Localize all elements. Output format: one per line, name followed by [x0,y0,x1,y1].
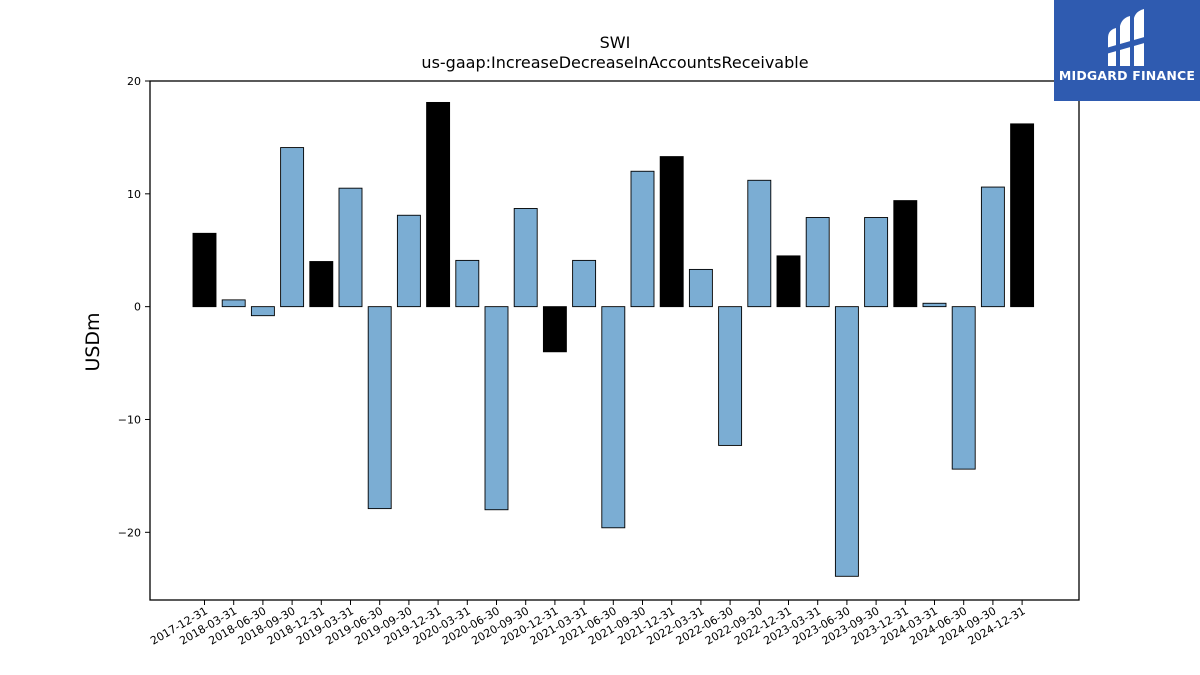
bar-2018-06-30 [250,306,275,317]
bar-2019-12-31 [426,101,451,308]
bar-2019-09-30 [396,214,421,308]
bar-2023-03-31 [805,217,830,308]
midgard-finance-logo: MIDGARD FINANCE [1054,0,1200,101]
bar-2020-06-30 [484,306,509,511]
bar-2023-06-30 [834,306,859,577]
bar-2022-06-30 [718,306,743,446]
y-axis-ticks: 20 10 0 −10 −20 [118,75,150,539]
bar-2024-03-31 [922,302,947,308]
midgard-logo-icon [1106,9,1148,66]
bar-2023-12-31 [893,200,918,308]
bar-2020-12-31 [542,306,567,353]
bar-2021-09-30 [630,170,655,308]
y-axis-label: USDm [82,312,104,371]
bar-2021-12-31 [659,156,684,308]
bar-2019-06-30 [367,306,392,510]
bar-2018-09-30 [280,147,305,308]
y-tick-label: 20 [127,75,141,88]
bar-2024-12-31 [1010,123,1035,308]
y-tick-label: −10 [118,413,141,426]
bar-2024-09-30 [980,186,1005,308]
y-tick-label: −20 [118,526,141,539]
bar-2021-03-31 [572,259,597,308]
bar-2021-06-30 [601,306,626,529]
y-tick-label: 0 [134,301,141,314]
logo-text: MIDGARD FINANCE [1058,68,1196,83]
bar-2018-03-31 [221,299,246,308]
bar-2020-09-30 [513,208,538,308]
bar-2022-09-30 [747,179,772,308]
bar-2019-03-31 [338,187,363,308]
bar-2022-03-31 [688,268,713,308]
bar-2020-03-31 [455,259,480,308]
y-tick-label: 10 [127,188,141,201]
bar-2017-12-31 [192,232,217,308]
plot-frame [149,80,1080,601]
bar-2022-12-31 [776,255,801,308]
bar-2018-12-31 [309,261,334,308]
x-axis-ticks: 2017-12-312018-03-312018-06-302018-09-30… [148,600,1028,648]
bar-2024-06-30 [951,306,976,470]
bar-2023-09-30 [864,217,889,308]
chart-subtitle: us-gaap:IncreaseDecreaseInAccountsReceiv… [421,53,808,72]
bar-group [192,101,1035,577]
chart-title: SWI [600,33,631,52]
